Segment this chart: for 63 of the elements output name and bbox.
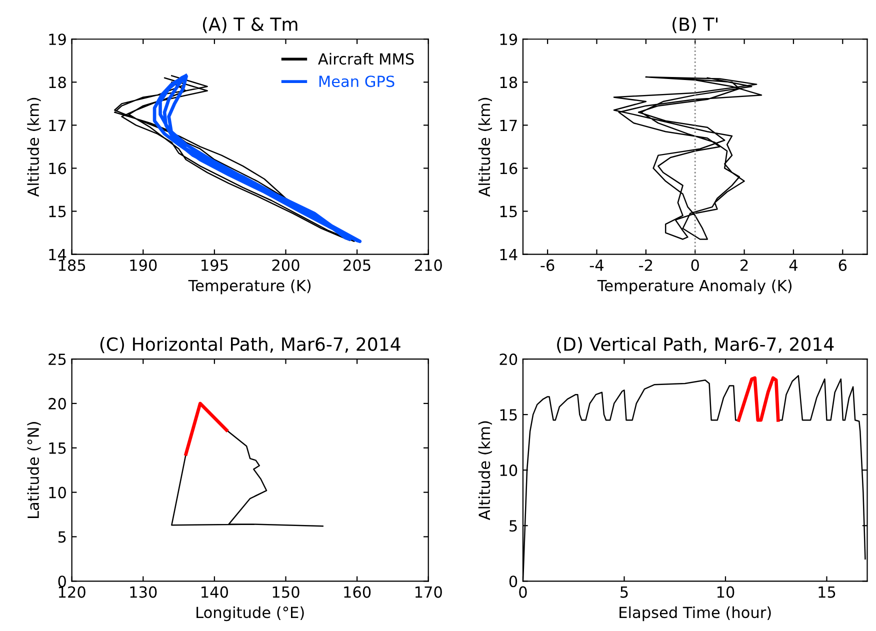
line-series (736, 376, 780, 422)
y-tick-label: 20 (500, 354, 518, 366)
y-tick-label: 16 (49, 162, 66, 174)
x-axis-title: Longitude (°E) (196, 606, 304, 622)
chart-title: (A) T & Tm (202, 17, 298, 34)
y-tick-label: 15 (500, 409, 517, 421)
x-tick-label: 150 (272, 586, 300, 598)
x-tick-label: 170 (415, 586, 442, 598)
y-axis-title: Altitude (km) (478, 98, 492, 197)
x-tick-label: 190 (130, 259, 157, 271)
x-tick-label: -6 (540, 259, 554, 271)
y-tick-label: 14 (49, 248, 66, 260)
line-series (152, 74, 362, 244)
y-tick-label: 19 (500, 34, 518, 46)
y-axis-title: Altitude (km) (27, 98, 41, 197)
x-tick-label: 2 (740, 259, 748, 271)
line-series (613, 76, 762, 240)
y-tick-label: 16 (500, 162, 518, 174)
x-axis-title: Elapsed Time (hour) (620, 606, 771, 622)
y-tick-label: 10 (500, 464, 518, 476)
chart-title: (B) T' (672, 17, 718, 34)
x-tick-label: 15 (818, 586, 836, 598)
y-tick-label: 25 (48, 354, 66, 366)
y-tick-label: 19 (49, 34, 66, 46)
y-tick-label: 15 (49, 442, 66, 454)
y-tick-label: 18 (500, 76, 518, 88)
x-axis-title: Temperature Anomaly (K) (597, 279, 792, 294)
x-tick-label: 0 (691, 259, 699, 271)
legend-label: Aircraft MMS (318, 52, 414, 65)
x-axis-title: Temperature (K) (188, 280, 311, 294)
chart-title: (C) Horizontal Path, Mar6-7, 2014 (100, 336, 400, 354)
x-tick-label: 5 (620, 586, 628, 598)
x-tick-label: -4 (590, 260, 604, 271)
x-tick-label: 195 (202, 259, 228, 271)
y-tick-label: 20 (48, 398, 66, 410)
x-tick-label: 0 (519, 586, 527, 598)
x-tick-label: 205 (344, 259, 370, 271)
x-tick-label: 185 (58, 259, 86, 271)
chart-title: (D) Vertical Path, Mar6-7, 2014 (557, 336, 834, 354)
x-tick-label: 120 (58, 586, 86, 598)
y-tick-label: 5 (510, 520, 517, 532)
x-tick-label: -2 (639, 259, 652, 271)
y-tick-label: 14 (500, 248, 518, 260)
y-tick-label: 5 (58, 531, 66, 543)
y-tick-label: 17 (49, 120, 66, 131)
y-tick-label: 0 (509, 576, 518, 588)
y-axis-title: Altitude (km) (478, 421, 492, 520)
x-tick-label: 10 (717, 586, 734, 598)
x-tick-label: 210 (414, 259, 442, 271)
x-tick-label: 130 (130, 586, 157, 598)
x-tick-label: 200 (272, 259, 300, 271)
y-tick-label: 10 (49, 486, 66, 498)
y-tick-label: 17 (500, 120, 517, 131)
x-tick-label: 160 (344, 586, 371, 598)
legend-label: Mean GPS (319, 76, 394, 88)
x-tick-label: 140 (202, 586, 228, 598)
y-tick-label: 15 (49, 206, 66, 218)
y-tick-label: 0 (58, 576, 66, 588)
y-axis-title: Latitude (°N) (27, 422, 41, 518)
y-tick-label: 18 (49, 76, 66, 88)
x-tick-label: 4 (789, 260, 798, 271)
x-tick-label: 6 (838, 259, 847, 271)
y-tick-label: 15 (500, 206, 517, 218)
